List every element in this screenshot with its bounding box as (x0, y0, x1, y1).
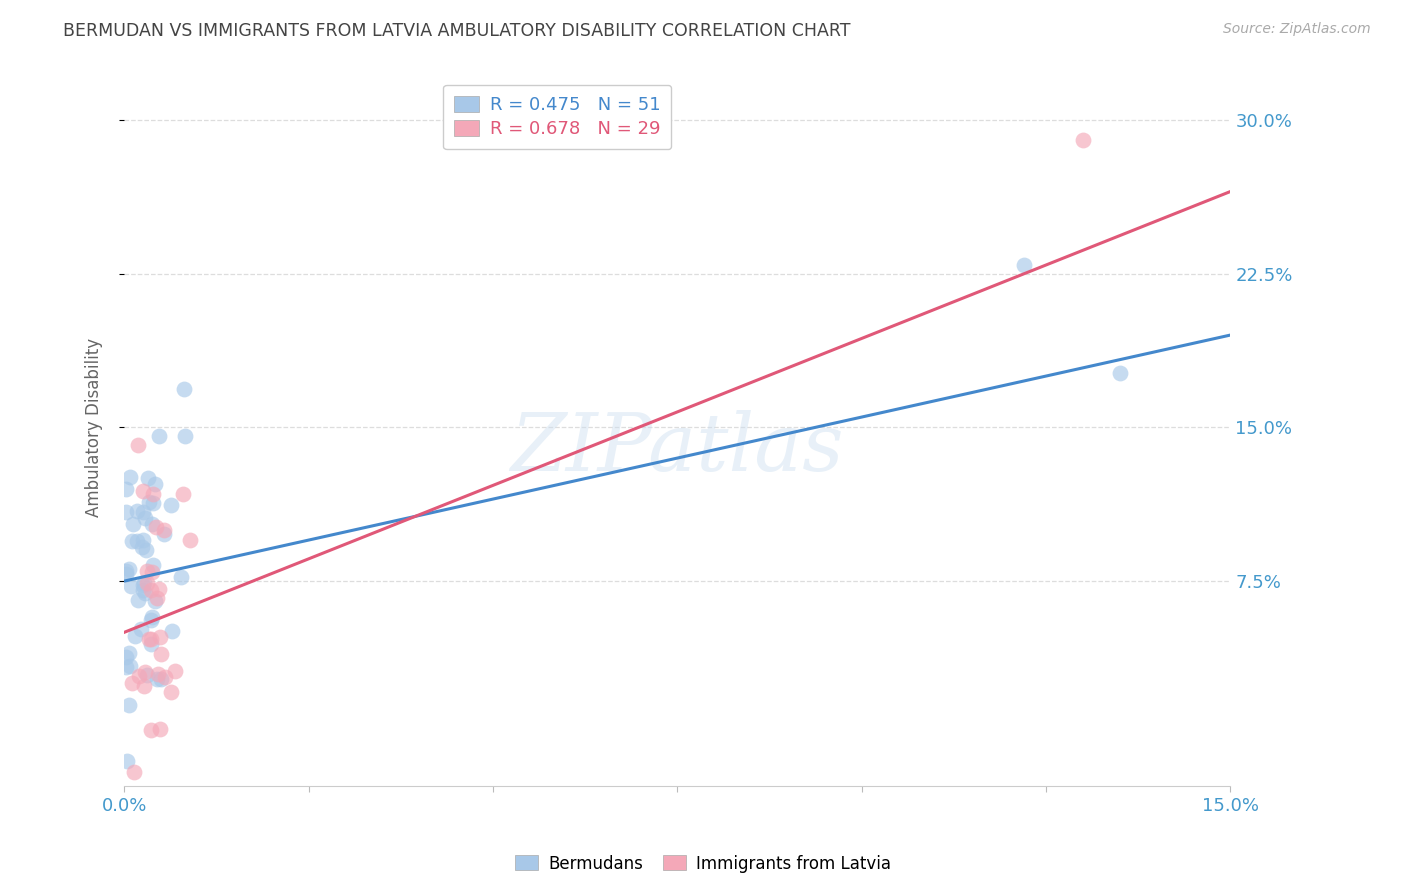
Point (128, 669, 150, 683)
Point (165, 664, 187, 678)
Point (125, 504, 148, 518)
Point (131, 622, 153, 636)
Point (136, 564, 159, 578)
Point (118, 647, 141, 661)
Point (160, 685, 183, 699)
Point (120, 659, 142, 673)
Point (173, 382, 195, 396)
Point (155, 670, 177, 684)
Point (115, 565, 138, 579)
Point (115, 567, 138, 582)
Point (135, 576, 157, 591)
Point (138, 632, 160, 647)
Point (149, 722, 172, 736)
Point (145, 520, 167, 534)
Point (141, 637, 163, 651)
Point (143, 594, 166, 608)
Point (120, 470, 142, 484)
Point (141, 610, 163, 624)
Point (143, 476, 166, 491)
Point (135, 543, 157, 558)
Point (131, 533, 153, 548)
Point (141, 566, 163, 580)
Point (132, 582, 155, 597)
Point (125, 534, 148, 549)
Point (1071, 133, 1094, 147)
Point (1012, 258, 1035, 272)
Point (142, 496, 165, 510)
Point (131, 540, 153, 554)
Point (148, 666, 170, 681)
Legend: R = 0.475   N = 51, R = 0.678   N = 29: R = 0.475 N = 51, R = 0.678 N = 29 (443, 85, 671, 149)
Point (131, 578, 153, 592)
Point (124, 629, 146, 643)
Point (122, 764, 145, 779)
Point (170, 570, 193, 584)
Point (141, 632, 163, 647)
Point (160, 499, 183, 513)
Point (135, 667, 157, 681)
Point (153, 527, 176, 541)
Point (174, 429, 197, 443)
Point (142, 486, 165, 500)
Point (115, 649, 138, 664)
Point (138, 495, 160, 509)
Point (139, 614, 162, 628)
Text: ZIPatlas: ZIPatlas (510, 410, 844, 488)
Point (172, 487, 194, 501)
Point (149, 630, 172, 644)
Point (115, 660, 138, 674)
Point (118, 698, 141, 713)
Point (121, 675, 143, 690)
Legend: Bermudans, Immigrants from Latvia: Bermudans, Immigrants from Latvia (508, 848, 898, 880)
Point (145, 672, 167, 686)
Point (141, 516, 163, 531)
Y-axis label: Ambulatory Disability: Ambulatory Disability (86, 338, 103, 516)
Point (1108, 366, 1130, 380)
Point (115, 482, 138, 496)
Text: BERMUDAN VS IMMIGRANTS FROM LATVIA AMBULATORY DISABILITY CORRELATION CHART: BERMUDAN VS IMMIGRANTS FROM LATVIA AMBUL… (63, 22, 851, 40)
Point (118, 562, 141, 576)
Point (142, 558, 165, 572)
Point (153, 523, 176, 537)
Text: Source: ZipAtlas.com: Source: ZipAtlas.com (1223, 22, 1371, 37)
Point (139, 582, 162, 597)
Point (179, 533, 201, 548)
Point (132, 505, 155, 519)
Point (134, 665, 156, 679)
Point (148, 582, 170, 597)
Point (132, 679, 155, 693)
Point (146, 591, 169, 606)
Point (160, 624, 183, 639)
Point (127, 592, 149, 607)
Point (132, 483, 155, 498)
Point (148, 429, 170, 443)
Point (127, 438, 149, 452)
Point (121, 534, 143, 549)
Point (134, 586, 156, 600)
Point (139, 723, 162, 738)
Point (115, 754, 138, 768)
Point (132, 576, 155, 591)
Point (136, 471, 159, 485)
Point (150, 647, 173, 661)
Point (122, 517, 145, 532)
Point (120, 578, 142, 592)
Point (115, 505, 138, 519)
Point (149, 672, 172, 686)
Point (134, 510, 156, 524)
